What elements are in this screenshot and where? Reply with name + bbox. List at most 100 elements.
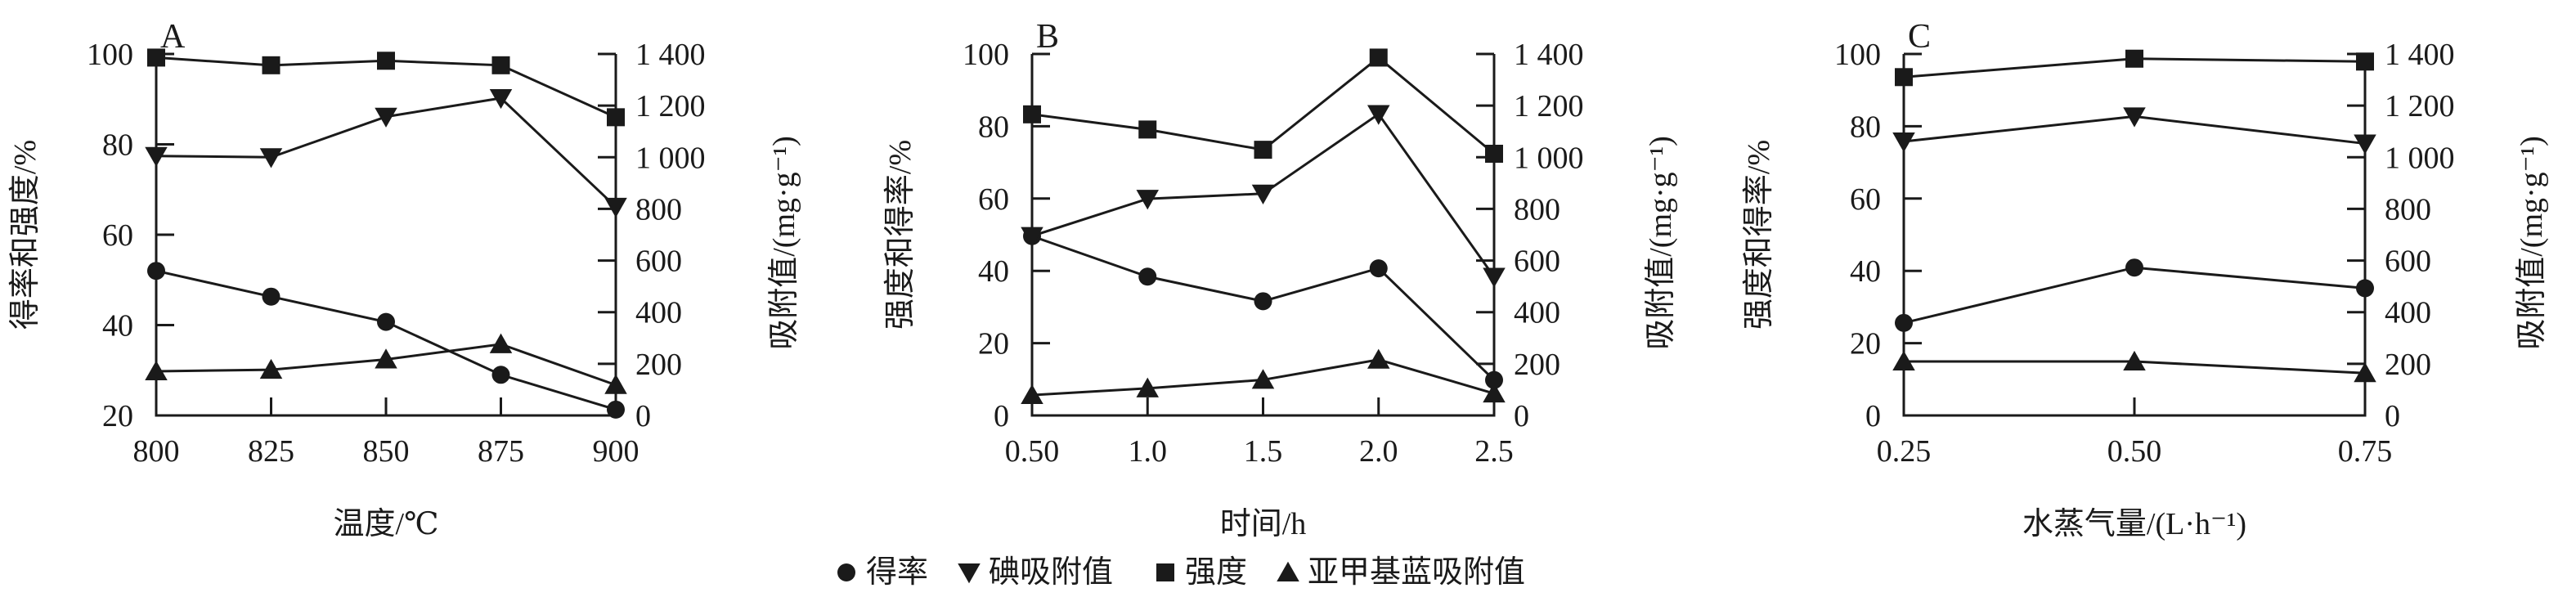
left-axis-title: 强度和得率/% bbox=[1742, 140, 1776, 330]
left-tick-label: 60 bbox=[978, 182, 1009, 217]
panel-label: B bbox=[1036, 18, 1059, 56]
left-tick-label: 20 bbox=[102, 399, 133, 433]
data-point-square bbox=[1023, 105, 1041, 123]
left-tick-label: 20 bbox=[978, 327, 1009, 361]
data-point-square bbox=[607, 108, 625, 127]
data-point-triangle-down bbox=[145, 146, 168, 167]
series-square bbox=[1023, 48, 1503, 163]
legend-marker-triangle-up bbox=[1277, 561, 1299, 581]
series-line bbox=[1031, 56, 1495, 155]
data-point-square bbox=[1254, 141, 1272, 159]
series-triangle-up bbox=[1892, 350, 2376, 383]
data-point-triangle-up bbox=[2123, 350, 2146, 371]
legend-label: 强度 bbox=[1185, 555, 1247, 590]
data-point-circle bbox=[491, 366, 510, 384]
data-point-circle bbox=[262, 287, 280, 306]
right-tick-label: 600 bbox=[1514, 245, 1560, 279]
data-point-triangle-down bbox=[2354, 134, 2376, 155]
legend-item: 亚甲基蓝吸附值 bbox=[1277, 555, 1525, 590]
left-tick-label: 0 bbox=[1865, 399, 1881, 433]
left-tick-label: 80 bbox=[102, 128, 133, 163]
legend-label: 亚甲基蓝吸附值 bbox=[1308, 555, 1525, 590]
left-axis-title: 强度和得率/% bbox=[883, 140, 918, 330]
left-tick-label: 100 bbox=[963, 38, 1009, 72]
x-tick-label: 0.75 bbox=[2338, 434, 2393, 469]
right-tick-label: 800 bbox=[1514, 192, 1560, 227]
right-tick-label: 1 200 bbox=[1514, 89, 1584, 123]
series-line bbox=[155, 269, 617, 411]
x-tick-label: 0.50 bbox=[2107, 434, 2162, 469]
legend: 得率 碘吸附值 强度 亚甲基蓝吸附值 bbox=[837, 555, 1525, 590]
right-axis-title: 吸附值/(mg·g⁻¹) bbox=[1644, 136, 1678, 350]
legend-marker-circle bbox=[837, 563, 855, 581]
right-tick-label: 0 bbox=[635, 399, 651, 433]
x-tick-label: 2.5 bbox=[1474, 434, 1514, 469]
right-tick-label: 800 bbox=[635, 192, 682, 227]
data-point-triangle-down bbox=[1251, 184, 1275, 205]
x-tick-label: 0.25 bbox=[1877, 434, 1932, 469]
data-point-triangle-up bbox=[1251, 369, 1275, 389]
data-point-square bbox=[2125, 49, 2143, 68]
x-tick-label: 800 bbox=[133, 434, 180, 469]
data-point-triangle-down bbox=[1021, 227, 1043, 247]
data-point-triangle-down bbox=[604, 197, 627, 218]
data-point-circle bbox=[377, 312, 395, 331]
data-point-circle bbox=[1895, 313, 1913, 332]
right-axis-title: 吸附值/(mg·g⁻¹) bbox=[767, 136, 801, 350]
data-point-circle bbox=[1485, 370, 1503, 389]
series-triangle-up bbox=[1021, 348, 1506, 405]
series-circle bbox=[1023, 227, 1503, 389]
right-tick-label: 1 200 bbox=[635, 89, 706, 123]
data-point-triangle-up bbox=[375, 348, 397, 369]
data-point-triangle-up bbox=[1021, 384, 1043, 405]
legend-label: 碘吸附值 bbox=[989, 555, 1113, 590]
x-tick-label: 0.50 bbox=[1005, 434, 1060, 469]
right-tick-label: 1 000 bbox=[1514, 141, 1584, 175]
data-point-square bbox=[1138, 120, 1157, 139]
legend-marker-square bbox=[1156, 563, 1174, 581]
left-tick-label: 80 bbox=[978, 110, 1009, 144]
x-axis-title: 温度/℃ bbox=[333, 507, 438, 541]
left-tick-label: 100 bbox=[1834, 38, 1881, 72]
right-tick-label: 1 000 bbox=[2385, 141, 2455, 175]
data-point-square bbox=[147, 48, 165, 67]
data-point-circle bbox=[1138, 267, 1157, 286]
data-point-circle bbox=[1369, 259, 1388, 278]
x-axis-title: 时间/h bbox=[1220, 507, 1307, 541]
right-tick-label: 600 bbox=[635, 245, 682, 279]
right-tick-label: 1 200 bbox=[2385, 89, 2455, 123]
series-triangle-down bbox=[145, 88, 627, 218]
left-tick-label: 60 bbox=[102, 218, 133, 253]
left-tick-label: 40 bbox=[102, 309, 133, 343]
right-axis-title: 吸附值/(mg·g⁻¹) bbox=[2515, 136, 2549, 350]
x-tick-label: 900 bbox=[593, 434, 640, 469]
data-point-square bbox=[2356, 52, 2374, 71]
data-point-triangle-down bbox=[259, 148, 283, 168]
data-point-square bbox=[1895, 68, 1913, 87]
data-point-circle bbox=[1254, 292, 1272, 311]
series-circle bbox=[1895, 258, 2374, 332]
data-point-circle bbox=[2356, 279, 2374, 298]
left-tick-label: 100 bbox=[87, 38, 133, 72]
right-tick-label: 200 bbox=[635, 348, 682, 382]
x-tick-label: 850 bbox=[363, 434, 410, 469]
right-tick-label: 400 bbox=[635, 296, 682, 330]
data-point-triangle-down bbox=[1483, 267, 1506, 288]
legend-item: 得率 bbox=[837, 555, 928, 590]
data-point-triangle-down bbox=[1892, 132, 1915, 153]
left-axis-title: 得率和强度/% bbox=[8, 140, 43, 330]
data-point-square bbox=[262, 56, 280, 74]
left-tick-label: 20 bbox=[1850, 327, 1881, 361]
data-point-triangle-up bbox=[145, 360, 168, 381]
right-tick-label: 1 400 bbox=[1514, 38, 1584, 72]
right-tick-label: 1 400 bbox=[2385, 38, 2455, 72]
data-point-triangle-up bbox=[1892, 350, 1915, 371]
right-tick-label: 400 bbox=[1514, 296, 1560, 330]
data-point-square bbox=[1485, 144, 1503, 163]
left-tick-label: 60 bbox=[1850, 182, 1881, 217]
left-tick-label: 0 bbox=[994, 399, 1009, 433]
series-square bbox=[147, 48, 625, 127]
